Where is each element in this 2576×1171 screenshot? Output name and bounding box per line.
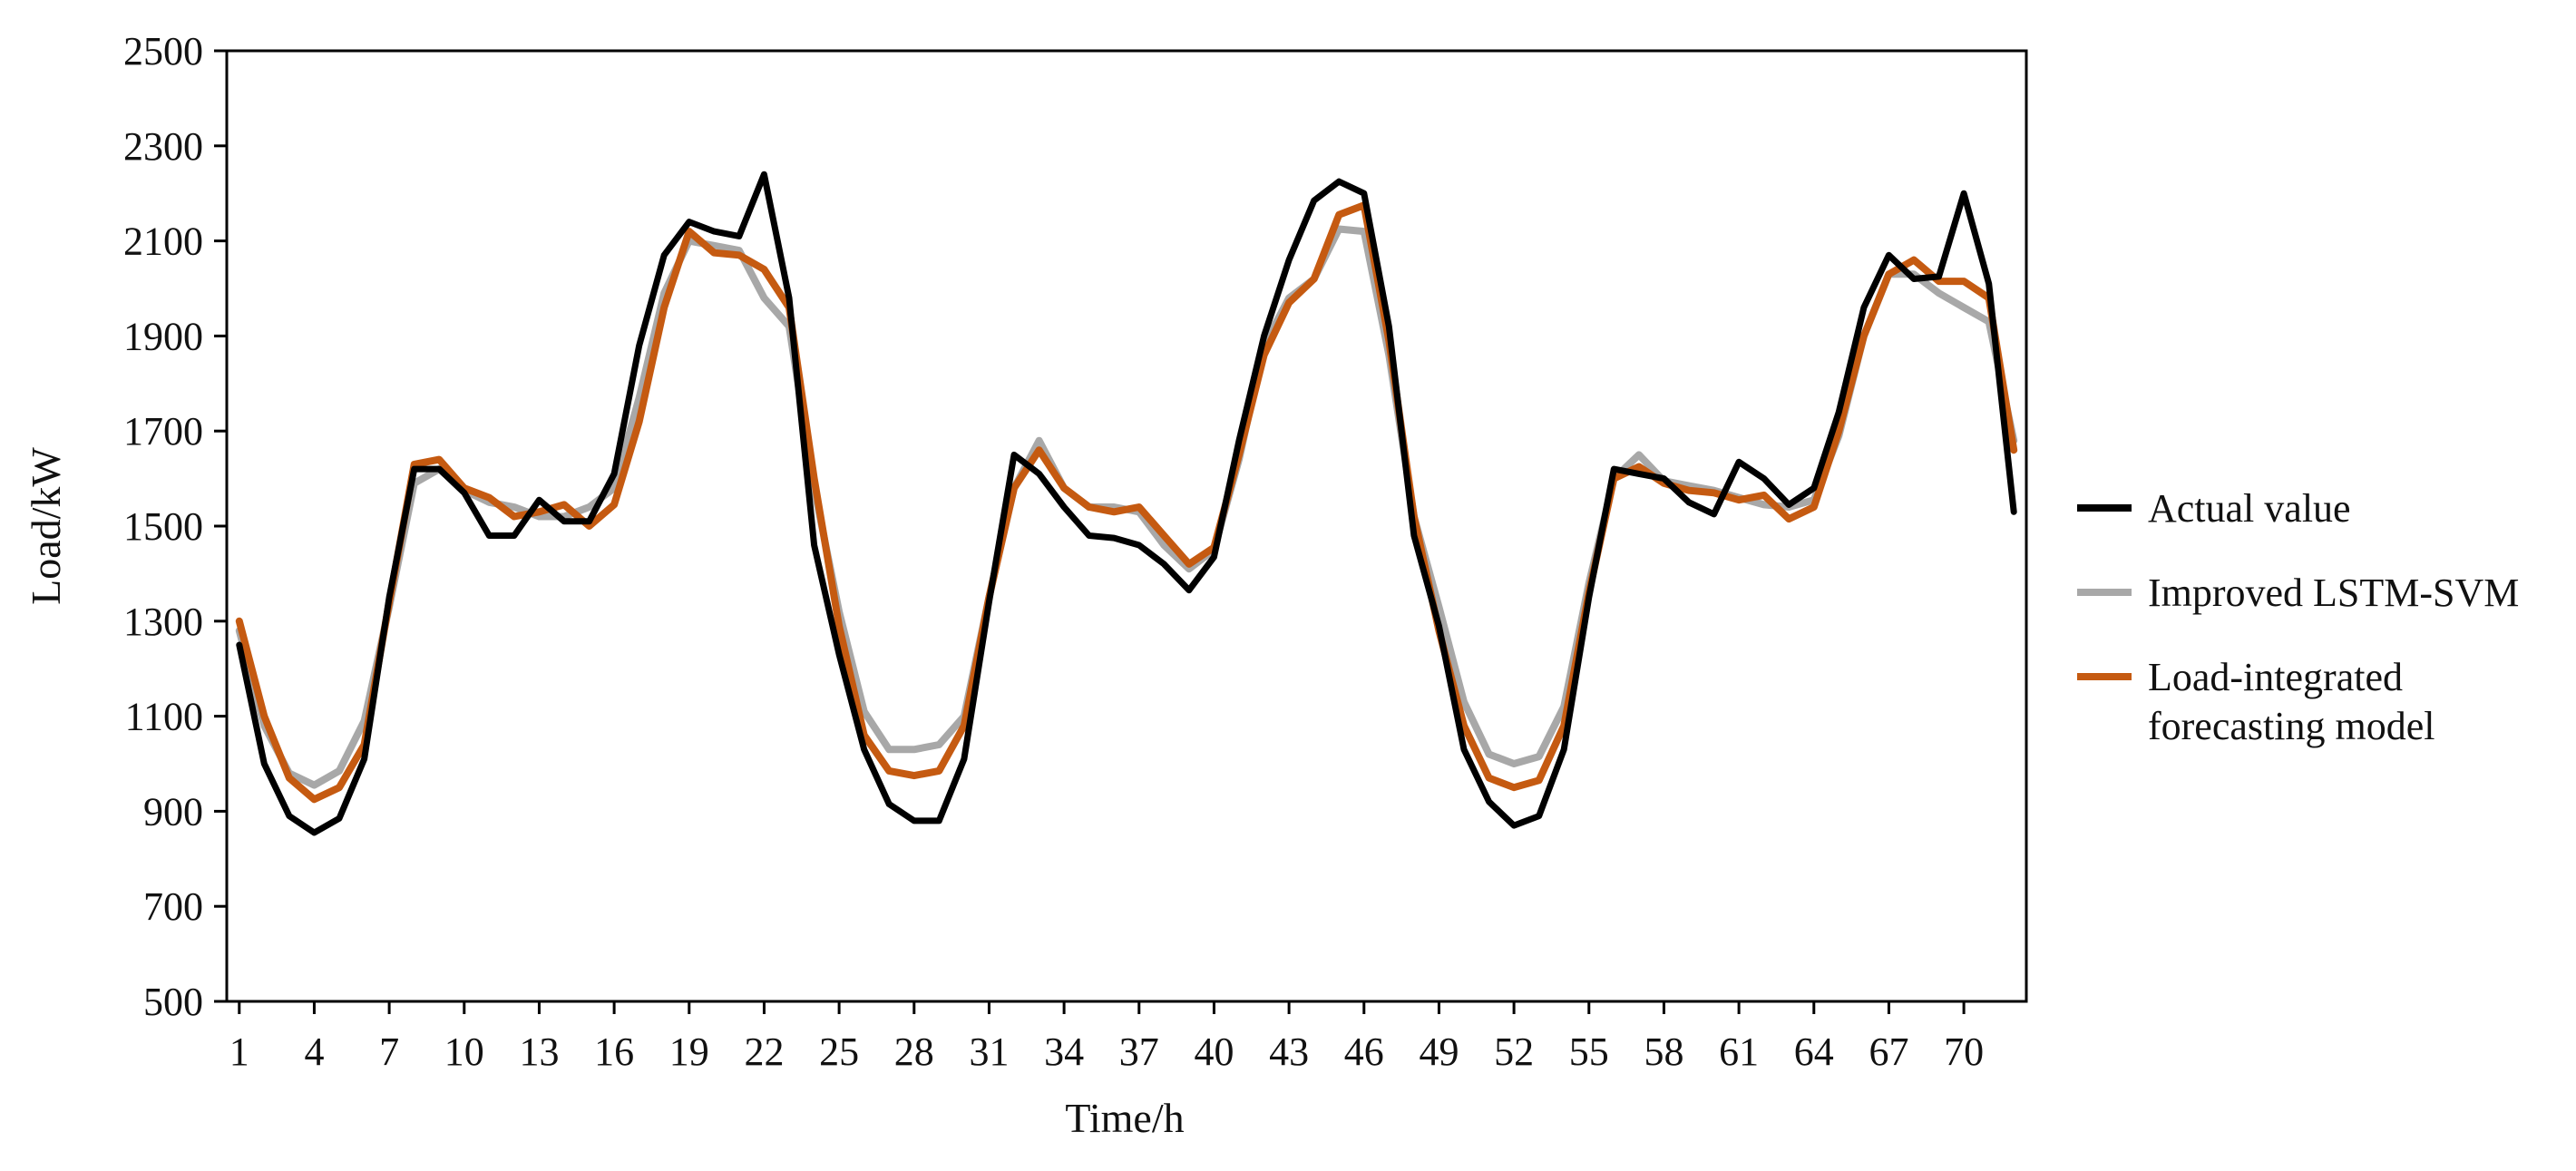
y-tick-label: 700 — [143, 884, 203, 929]
x-tick-label: 22 — [744, 1030, 784, 1074]
legend: Actual value Improved LSTM-SVM Load-integr… — [2077, 486, 2519, 748]
y-tick-label: 1100 — [125, 695, 203, 739]
y-tick-label: 1500 — [123, 504, 203, 549]
x-tick-label: 58 — [1644, 1030, 1683, 1074]
series-lines — [235, 171, 2018, 836]
x-tick-label: 67 — [1869, 1030, 1908, 1074]
x-tick-label: 52 — [1494, 1030, 1534, 1074]
x-axis-title: Time/h — [1065, 1095, 1184, 1141]
x-tick-label: 13 — [519, 1030, 559, 1074]
x-tick-label: 61 — [1719, 1030, 1759, 1074]
y-tick-label: 2300 — [123, 124, 203, 169]
x-axis-ticks: 1 4 7 10 13 16 19 22 25 28 31 34 37 40 43 46 49 52 55 58 61 6… — [229, 1001, 1984, 1074]
plot-area-frame — [225, 49, 2028, 1003]
y-tick-label: 2100 — [123, 220, 203, 264]
x-tick-label: 7 — [379, 1030, 399, 1074]
y-tick-label: 2500 — [123, 29, 203, 73]
x-tick-label: 25 — [819, 1030, 859, 1074]
y-axis-ticks: 500 700 900 1100 1300 1500 1700 1900 2100 2300 250… — [123, 29, 227, 1024]
x-tick-label: 40 — [1194, 1030, 1234, 1074]
x-tick-label: 1 — [229, 1030, 249, 1074]
legend-label: Load-integrated forecasting model — [2148, 655, 2435, 748]
legend-label: Improved LSTM-SVM — [2148, 571, 2519, 615]
y-tick-label: 900 — [143, 789, 203, 834]
x-tick-label: 19 — [669, 1030, 709, 1074]
y-tick-label: 500 — [143, 980, 203, 1024]
y-tick-label: 1900 — [123, 314, 203, 358]
x-tick-label: 49 — [1419, 1030, 1459, 1074]
x-tick-label: 55 — [1569, 1030, 1609, 1074]
x-tick-label: 46 — [1344, 1030, 1384, 1074]
y-tick-label: 1300 — [123, 600, 203, 644]
x-tick-label: 70 — [1944, 1030, 1984, 1074]
x-tick-label: 37 — [1119, 1030, 1159, 1074]
x-tick-label: 28 — [894, 1030, 934, 1074]
series-line-load-integrated-model — [235, 201, 2018, 804]
x-tick-label: 4 — [304, 1030, 324, 1074]
y-axis-title: Load/kW — [23, 447, 69, 605]
y-tick-label: 1700 — [123, 409, 203, 454]
series-line-actual-value — [236, 171, 2017, 836]
x-tick-label: 64 — [1794, 1030, 1834, 1074]
x-tick-label: 31 — [969, 1030, 1009, 1074]
x-tick-label: 16 — [594, 1030, 634, 1074]
x-tick-label: 34 — [1044, 1030, 1084, 1074]
x-tick-label: 10 — [444, 1030, 484, 1074]
legend-label: Actual value — [2148, 486, 2351, 531]
x-tick-label: 43 — [1269, 1030, 1309, 1074]
